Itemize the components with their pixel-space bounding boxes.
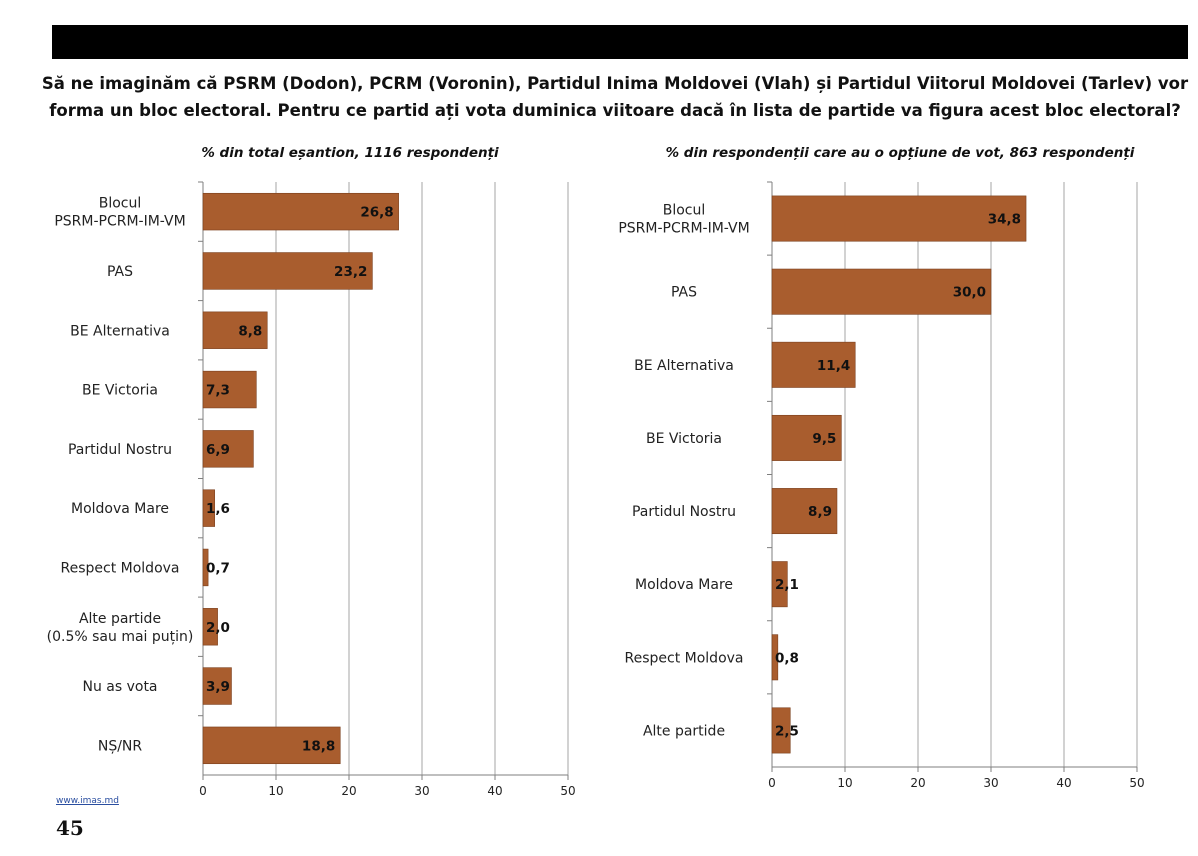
right-category-label: Partidul Nostru (632, 504, 736, 520)
left-tick-label: 0 (199, 784, 207, 798)
right-bar (771, 707, 791, 754)
footer-link[interactable]: www.imas.md (56, 796, 119, 806)
right-category-label: Moldova Mare (635, 577, 733, 593)
left-bar (202, 667, 232, 705)
page-title: Să ne imaginăm că PSRM (Dodon), PCRM (Vo… (41, 74, 1189, 120)
left-bar (202, 608, 218, 646)
right-bar (771, 341, 856, 388)
left-value-label: 8,8 (238, 323, 262, 339)
left-bar (202, 252, 373, 290)
right-bar (771, 268, 992, 315)
right-value-label: 34,8 (988, 212, 1021, 228)
left-category-label: PAS (107, 264, 133, 280)
left-tick-label: 20 (341, 784, 356, 798)
left-tick-label: 40 (487, 784, 502, 798)
left-bar (202, 489, 215, 527)
right-value-label: 8,9 (808, 504, 832, 520)
header-bar (52, 25, 1188, 59)
left-bar (202, 430, 254, 468)
right-bar (771, 195, 1027, 242)
chart-left-title: % din total eșantion, 1116 respondenți (201, 145, 499, 161)
left-category-label: BE Victoria (82, 383, 158, 399)
right-tick-label: 20 (910, 776, 925, 790)
right-value-label: 2,1 (775, 577, 799, 593)
left-value-label: 2,0 (206, 620, 230, 636)
right-category-label: BE Victoria (646, 431, 722, 447)
left-category-label: Blocul PSRM-PCRM-IM-VM (54, 196, 185, 230)
right-tick-label: 10 (837, 776, 852, 790)
left-value-label: 18,8 (302, 738, 335, 754)
left-bar (202, 192, 399, 231)
right-value-label: 30,0 (953, 285, 986, 301)
right-bar (771, 561, 788, 608)
left-value-label: 3,9 (206, 679, 230, 695)
left-tick-label: 50 (560, 784, 575, 798)
left-category-label: Moldova Mare (71, 501, 169, 517)
left-bar (202, 726, 341, 765)
left-value-label: 26,8 (360, 205, 393, 221)
left-bar (202, 370, 257, 409)
right-value-label: 0,8 (775, 650, 799, 666)
right-category-label: Alte partide (643, 723, 725, 739)
left-category-label: Alte partide (0.5% sau mai puțin) (47, 611, 194, 645)
right-value-label: 11,4 (817, 358, 850, 374)
left-value-label: 0,7 (206, 560, 230, 576)
page-number: 45 (56, 816, 84, 840)
bar-chart-total-sample: 0 10 20 30 40 50 26,8 Blocul PSRM-PCRM-IM-VM 23,2… (47, 181, 576, 798)
right-tick-label: 0 (768, 776, 776, 790)
right-value-label: 2,5 (775, 723, 799, 739)
left-value-label: 23,2 (334, 264, 367, 280)
left-category-label: Respect Moldova (61, 560, 180, 576)
chart-right-title: % din respondenții care au o opțiune de … (665, 145, 1135, 161)
right-tick-label: 40 (1056, 776, 1071, 790)
right-value-label: 9,5 (812, 431, 836, 447)
left-bar (202, 311, 268, 349)
right-tick-label: 30 (983, 776, 998, 790)
left-tick-label: 10 (268, 784, 283, 798)
right-bar (771, 414, 842, 461)
left-value-label: 7,3 (206, 383, 230, 399)
left-bar (202, 548, 209, 587)
right-category-label: BE Alternativa (634, 358, 734, 374)
left-category-label: NȘ/NR (98, 738, 143, 754)
right-bar (771, 634, 779, 681)
left-category-label: Nu as vota (82, 679, 157, 695)
left-tick-label: 30 (414, 784, 429, 798)
right-tick-label: 50 (1129, 776, 1144, 790)
right-category-label: PAS (671, 285, 697, 301)
left-category-label: BE Alternativa (70, 323, 170, 339)
right-bar (771, 488, 838, 535)
left-value-label: 6,9 (206, 442, 230, 458)
right-category-label: Respect Moldova (625, 650, 744, 666)
right-category-label: Blocul PSRM-PCRM-IM-VM (618, 203, 749, 237)
bar-chart-vote-option: 0 10 20 30 40 50 34,8 Blocul PSRM-PCRM-IM-VM 30,0… (618, 181, 1145, 790)
left-value-label: 1,6 (206, 501, 230, 517)
left-category-label: Partidul Nostru (68, 442, 172, 458)
